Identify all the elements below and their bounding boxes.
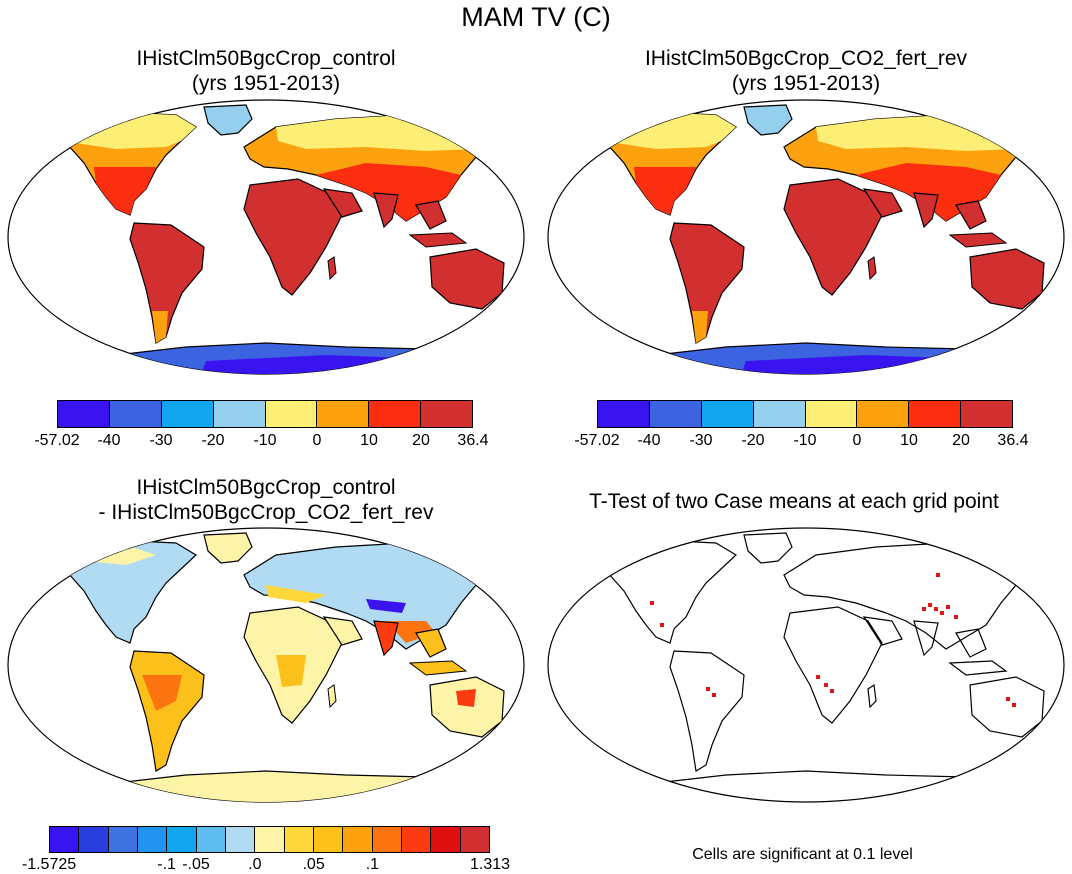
colorbar-co2-fert-rev-swatch-5 (856, 401, 909, 427)
colorbar-co2-fert-rev-swatch-7 (960, 401, 1012, 427)
colorbar-co2-fert-rev-swatch-0 (598, 401, 649, 427)
colorbar-difference-swatch-10 (342, 827, 372, 852)
colorbar-co2-fert-rev-swatch-1 (648, 401, 701, 427)
colorbar-difference-tick-6: 1.313 (469, 856, 511, 873)
colorbar-difference-swatch-4 (166, 827, 196, 852)
colorbar-difference-swatch-14 (459, 827, 489, 852)
colorbar-difference-swatch-6 (224, 827, 255, 852)
panel-2-title-line1: IHistClm50BgcCrop_CO2_fert_rev (644, 47, 968, 70)
colorbar-control-tick-4: -10 (253, 432, 277, 449)
colorbar-control-tick-5: 0 (312, 432, 322, 449)
colorbar-control-tick-3: -20 (201, 432, 225, 449)
greenland (203, 104, 253, 136)
panel-3-title-line2: - IHistClm50BgcCrop_CO2_fert_rev (98, 501, 434, 524)
panel-2-title-line2: (yrs 1951-2013) (731, 72, 881, 95)
colorbar-co2-fert-rev-swatch-6 (908, 401, 961, 427)
colorbar-control-swatch-5 (316, 401, 369, 427)
colorbar-control-swatch-2 (160, 401, 213, 427)
panel-1-title-line1: IHistClm50BgcCrop_control (136, 47, 396, 70)
map-ttest (547, 527, 1065, 803)
colorbar-control-swatch-0 (58, 401, 109, 427)
panel-1-title-line2: (yrs 1951-2013) (191, 72, 341, 95)
indonesia (408, 232, 468, 248)
colorbar-difference-swatch-8 (283, 827, 313, 852)
australia (429, 248, 505, 310)
colorbar-control-tick-8: 36.4 (457, 432, 489, 449)
panel-3-title: IHistClm50BgcCrop_control - IHistClm50Bg… (36, 475, 496, 525)
colorbar-control-tick-2: -30 (149, 432, 173, 449)
figure-title: MAM TV (C) (461, 2, 611, 32)
north-america-south (94, 167, 156, 215)
colorbar-control-swatch-6 (368, 401, 421, 427)
panel-1-title: IHistClm50BgcCrop_control (yrs 1951-2013… (36, 46, 496, 96)
significant-cells (650, 573, 1016, 707)
colorbar-difference (49, 826, 490, 853)
panel-4-title-line1: T-Test of two Case means at each grid po… (589, 490, 999, 513)
panel-3-title-line1: IHistClm50BgcCrop_control (136, 476, 396, 499)
colorbar-co2-fert-rev-tick-4: -10 (793, 432, 817, 449)
canada-north (52, 113, 196, 149)
colorbar-co2-fert-rev-tick-6: 10 (900, 432, 918, 449)
colorbar-control-tick-6: 10 (360, 432, 378, 449)
india (373, 192, 399, 229)
colorbar-control-swatch-4 (264, 401, 317, 427)
colorbar-co2-fert-rev-tick-2: -30 (689, 432, 713, 449)
colorbar-difference-tick-5: .1 (365, 856, 380, 873)
colorbar-difference-swatch-2 (107, 827, 137, 852)
colorbar-co2-fert-rev-tick-1: -40 (637, 432, 661, 449)
colorbar-co2-fert-rev-swatch-4 (804, 401, 857, 427)
se-asia (415, 200, 447, 230)
colorbar-co2-fert-rev-swatch-3 (752, 401, 805, 427)
africa (243, 178, 343, 296)
colorbar-co2-fert-rev-tick-8: 36.4 (997, 432, 1029, 449)
colorbar-difference-swatch-3 (136, 827, 167, 852)
significance-note: Cells are significant at 0.1 level (692, 846, 913, 863)
colorbar-co2-fert-rev-tick-3: -20 (741, 432, 765, 449)
south-america-tip (152, 311, 168, 343)
colorbar-control (57, 400, 473, 428)
colorbar-control-tick-1: -40 (97, 432, 121, 449)
colorbar-difference-swatch-7 (254, 827, 284, 852)
colorbar-co2-fert-rev-tick-5: 0 (852, 432, 862, 449)
colorbar-difference-swatch-0 (50, 827, 79, 852)
colorbar-co2-fert-rev-tick-0: -57.02 (574, 432, 620, 449)
colorbar-difference-swatch-9 (312, 827, 343, 852)
colorbar-difference-tick-3: .0 (248, 856, 262, 873)
colorbar-difference-swatch-12 (400, 827, 431, 852)
colorbar-control-tick-0: -57.02 (34, 432, 80, 449)
madagascar (327, 256, 337, 281)
colorbar-control-swatch-3 (212, 401, 265, 427)
colorbar-difference-swatch-1 (78, 827, 108, 852)
colorbar-control-swatch-7 (420, 401, 472, 427)
panel-2-title: IHistClm50BgcCrop_CO2_fert_rev (yrs 1951… (576, 46, 1036, 96)
arabia (322, 188, 363, 218)
colorbar-difference-tick-0: -1.5725 (21, 856, 77, 873)
colorbar-difference-swatch-5 (195, 827, 225, 852)
colorbar-difference-swatch-13 (430, 827, 460, 852)
colorbar-difference-tick-2: -.05 (182, 856, 210, 873)
colorbar-control-tick-7: 20 (412, 432, 430, 449)
map-difference (7, 527, 525, 803)
colorbar-difference-swatch-11 (371, 827, 401, 852)
colorbar-difference-tick-1: -.1 (157, 856, 176, 873)
map-co2-fert-rev (547, 99, 1065, 375)
colorbar-co2-fert-rev-swatch-2 (700, 401, 753, 427)
colorbar-control-swatch-1 (108, 401, 161, 427)
panel-4-title: T-Test of two Case means at each grid po… (520, 489, 1068, 514)
colorbar-difference-tick-4: .05 (302, 856, 325, 873)
map-control (7, 99, 525, 375)
new-zealand (511, 302, 521, 322)
colorbar-co2-fert-rev-tick-7: 20 (952, 432, 970, 449)
colorbar-co2-fert-rev (597, 400, 1013, 428)
